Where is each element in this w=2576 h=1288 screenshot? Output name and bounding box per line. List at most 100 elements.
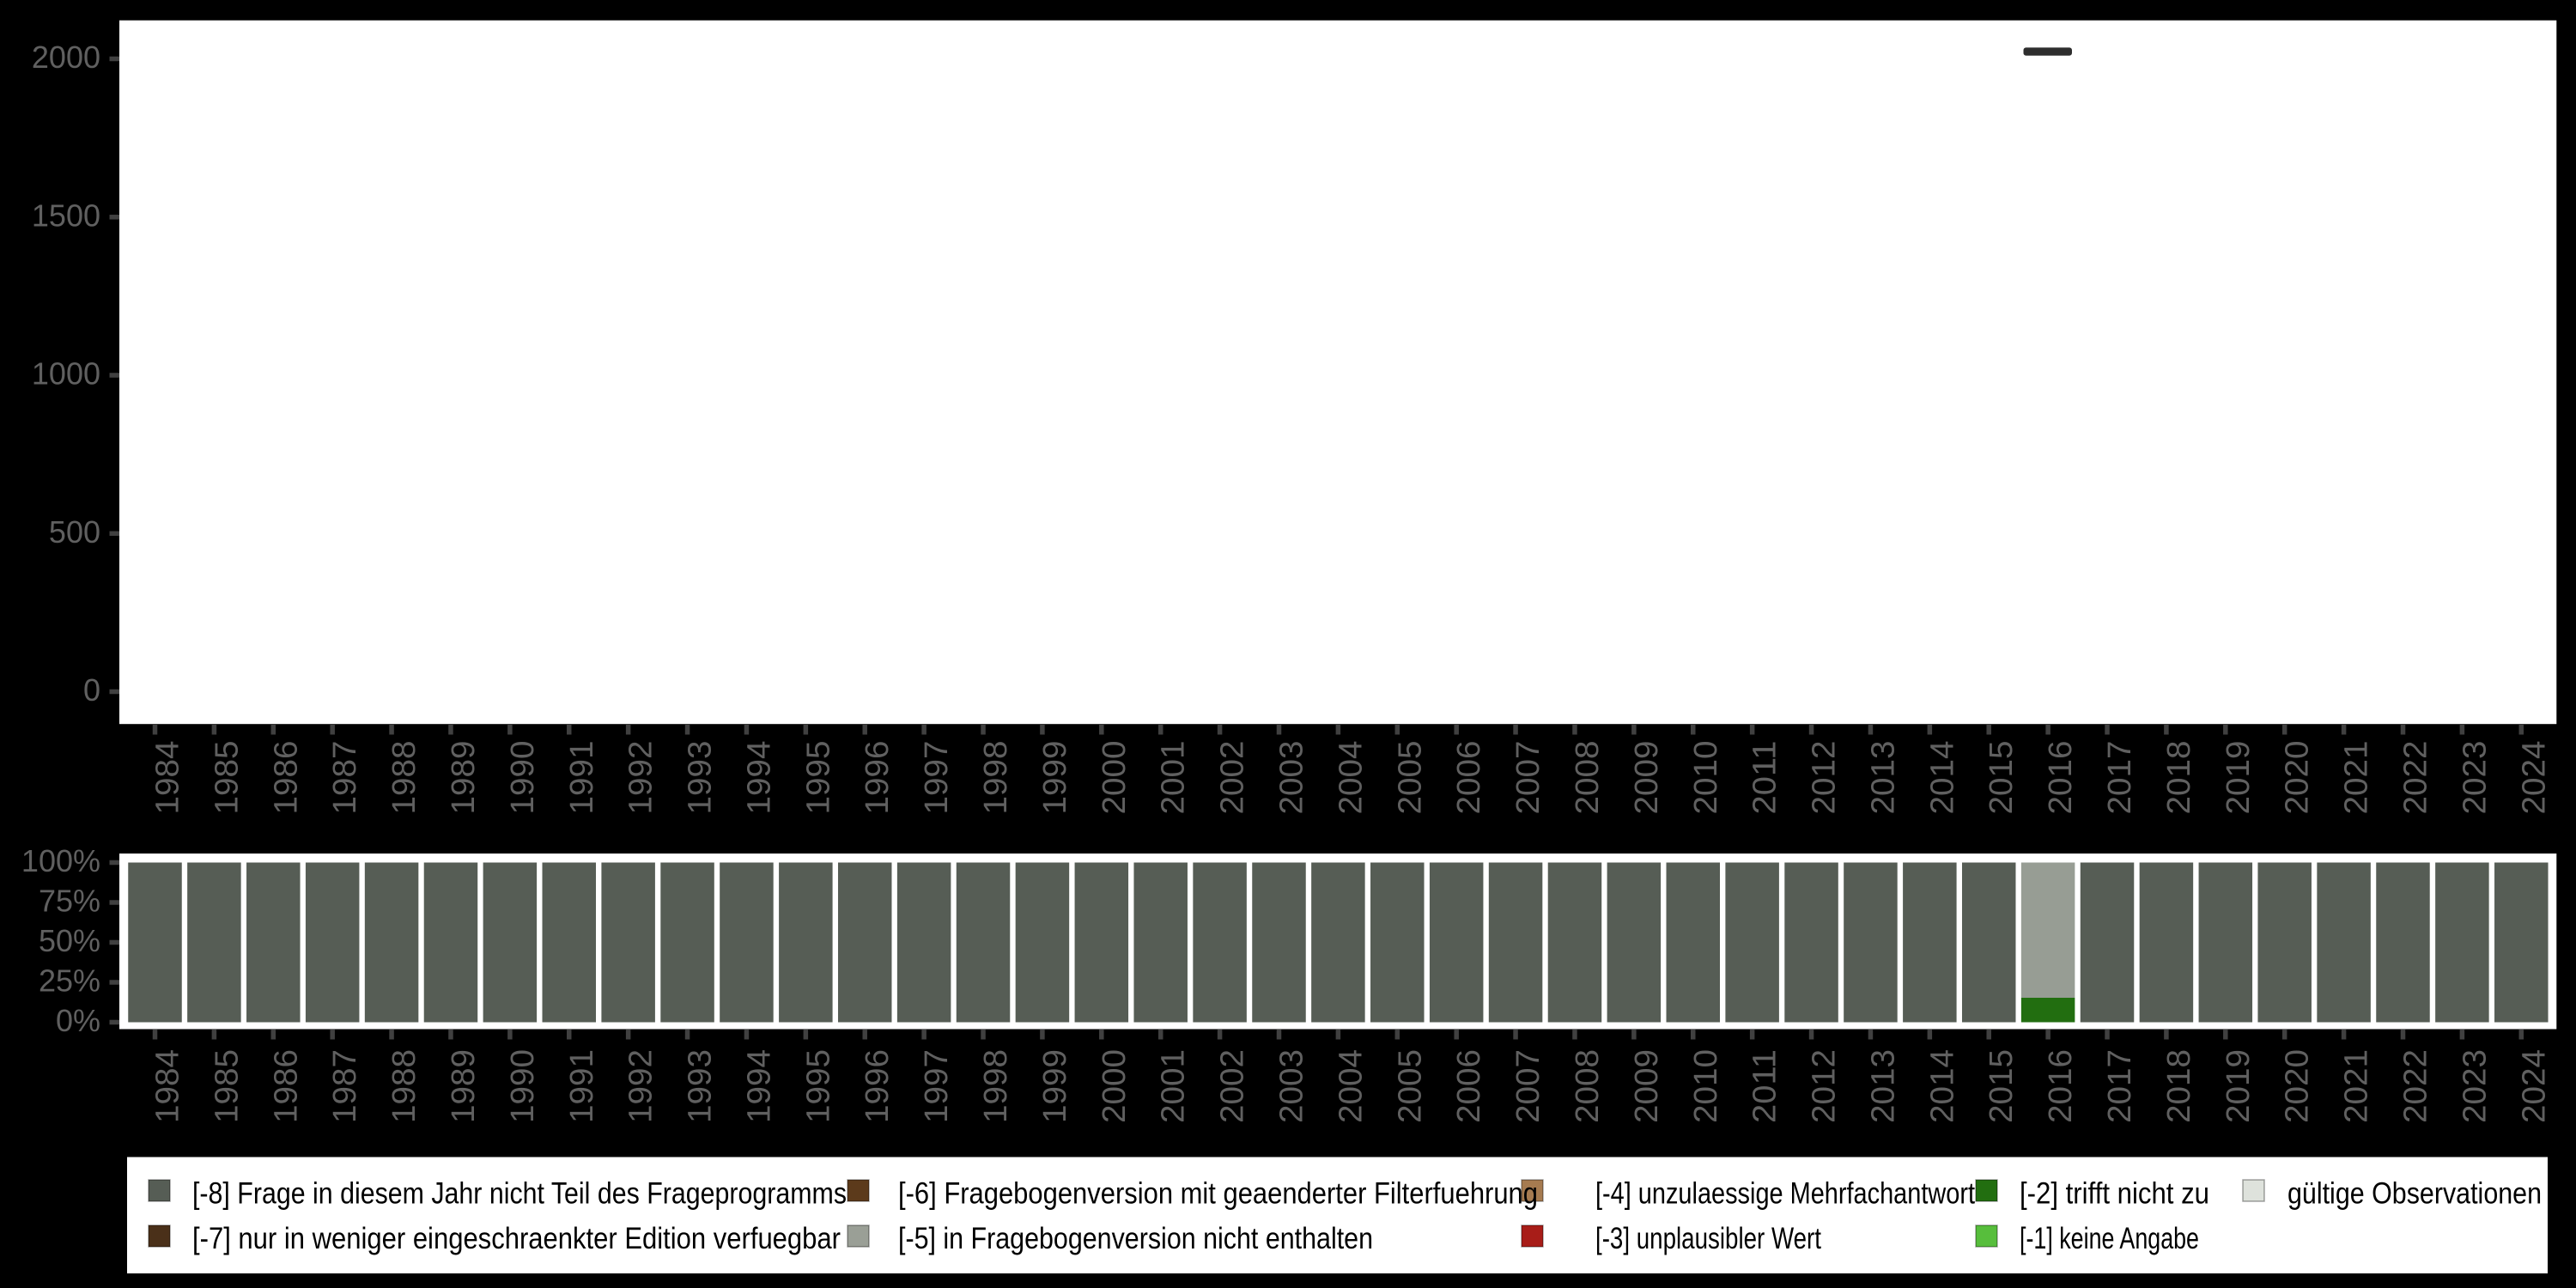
svg-text:2022: 2022 [2397,1049,2433,1123]
svg-text:1000: 1000 [32,356,100,392]
svg-text:2019: 2019 [2221,1049,2257,1123]
svg-text:1995: 1995 [800,1049,836,1123]
svg-text:[-6] Fragebogenversion mit gea: [-6] Fragebogenversion mit geaenderter F… [898,1177,1538,1211]
svg-text:2017: 2017 [2102,741,2138,815]
svg-text:2007: 2007 [1510,1049,1546,1123]
svg-text:2010: 2010 [1688,741,1724,815]
svg-text:1992: 1992 [623,1049,659,1123]
svg-text:2008: 2008 [1570,741,1606,815]
svg-text:1987: 1987 [327,741,363,815]
svg-text:2013: 2013 [1865,741,1901,815]
svg-text:2024: 2024 [2516,741,2552,815]
svg-text:2010: 2010 [1688,1049,1724,1123]
svg-text:2021: 2021 [2339,741,2375,815]
svg-text:2018: 2018 [2161,1049,2197,1123]
svg-text:2017: 2017 [2102,1049,2138,1123]
svg-text:2014: 2014 [1924,1049,1960,1123]
svg-text:2004: 2004 [1333,1049,1369,1123]
svg-text:2002: 2002 [1215,741,1251,815]
svg-text:2016: 2016 [2043,741,2079,815]
svg-text:0: 0 [83,672,100,708]
svg-text:[-8] Frage in diesem Jahr nich: [-8] Frage in diesem Jahr nicht Teil des… [192,1177,847,1211]
svg-text:2023: 2023 [2457,1049,2493,1123]
svg-text:1997: 1997 [919,741,955,815]
svg-text:1984: 1984 [150,741,186,815]
svg-text:1999: 1999 [1037,741,1073,815]
svg-text:1989: 1989 [446,1049,482,1123]
svg-text:1986: 1986 [268,1049,304,1123]
svg-text:2018: 2018 [2161,741,2197,815]
svg-text:1998: 1998 [978,741,1014,815]
svg-text:[-5] in Fragebogenversion nich: [-5] in Fragebogenversion nicht enthalte… [898,1222,1373,1255]
svg-text:2000: 2000 [1097,741,1133,815]
svg-text:2015: 2015 [1984,741,2020,815]
svg-text:1989: 1989 [446,741,482,815]
svg-text:2020: 2020 [2280,1049,2316,1123]
svg-text:2000: 2000 [32,39,100,75]
svg-text:2003: 2003 [1274,741,1310,815]
svg-text:2006: 2006 [1451,741,1487,815]
svg-text:2024: 2024 [2516,1049,2552,1123]
svg-text:2019: 2019 [2221,741,2257,815]
svg-text:1985: 1985 [209,1049,245,1123]
svg-text:0%: 0% [56,1003,100,1038]
svg-text:1999: 1999 [1037,1049,1073,1123]
svg-text:1992: 1992 [623,741,659,815]
svg-text:2023: 2023 [2457,741,2493,815]
svg-text:2001: 2001 [1156,741,1192,815]
svg-text:gültige Observationen: gültige Observationen [2287,1177,2542,1211]
svg-text:1993: 1993 [683,1049,719,1123]
svg-text:2008: 2008 [1570,1049,1606,1123]
svg-text:2005: 2005 [1392,741,1428,815]
svg-text:2004: 2004 [1333,741,1369,815]
svg-text:[-1] keine Angabe: [-1] keine Angabe [2020,1222,2199,1255]
svg-text:2012: 2012 [1807,1049,1843,1123]
svg-text:1994: 1994 [741,741,777,815]
svg-text:2012: 2012 [1807,741,1843,815]
svg-text:2011: 2011 [1747,1049,1783,1123]
svg-text:1988: 1988 [386,1049,422,1123]
svg-text:[-2] trifft nicht zu: [-2] trifft nicht zu [2020,1177,2209,1211]
svg-text:1998: 1998 [978,1049,1014,1123]
svg-text:1991: 1991 [564,1049,600,1123]
svg-text:1990: 1990 [505,1049,541,1123]
svg-text:500: 500 [49,514,100,550]
svg-text:2006: 2006 [1451,1049,1487,1123]
svg-text:2021: 2021 [2339,1049,2375,1123]
svg-text:1997: 1997 [919,1049,955,1123]
svg-text:2003: 2003 [1274,1049,1310,1123]
svg-text:1987: 1987 [327,1049,363,1123]
svg-text:2014: 2014 [1924,741,1960,815]
svg-text:2016: 2016 [2043,1049,2079,1123]
svg-text:[-7] nur in weniger eingeschra: [-7] nur in weniger eingeschraenkter Edi… [192,1222,841,1255]
svg-text:25%: 25% [39,963,100,999]
svg-text:1986: 1986 [268,741,304,815]
svg-text:1985: 1985 [209,741,245,815]
svg-text:[-4] unzulaessige Mehrfachantw: [-4] unzulaessige Mehrfachantwort [1595,1177,1975,1211]
svg-text:1994: 1994 [741,1049,777,1123]
svg-text:1995: 1995 [800,740,836,814]
svg-text:2007: 2007 [1510,741,1546,815]
svg-text:2011: 2011 [1747,741,1783,815]
svg-text:2020: 2020 [2280,741,2316,815]
svg-text:1500: 1500 [32,198,100,234]
svg-text:2015: 2015 [1984,1049,2020,1123]
svg-text:2022: 2022 [2397,741,2433,815]
svg-text:1988: 1988 [386,741,422,815]
svg-text:100%: 100% [21,843,100,878]
svg-text:75%: 75% [39,884,100,919]
svg-text:1990: 1990 [505,741,541,815]
svg-text:1991: 1991 [564,741,600,815]
svg-text:1996: 1996 [860,1049,896,1123]
svg-text:2000: 2000 [1097,1049,1133,1123]
svg-text:[-3] unplausibler Wert: [-3] unplausibler Wert [1595,1222,1821,1255]
svg-text:1993: 1993 [683,741,719,815]
svg-text:2009: 2009 [1629,1049,1665,1123]
svg-text:2005: 2005 [1392,1049,1428,1123]
svg-text:1984: 1984 [150,1049,186,1123]
svg-text:2001: 2001 [1156,1049,1192,1123]
svg-text:1996: 1996 [860,741,896,815]
svg-text:2013: 2013 [1865,1049,1901,1123]
svg-text:50%: 50% [39,923,100,958]
svg-text:2002: 2002 [1215,1049,1251,1123]
